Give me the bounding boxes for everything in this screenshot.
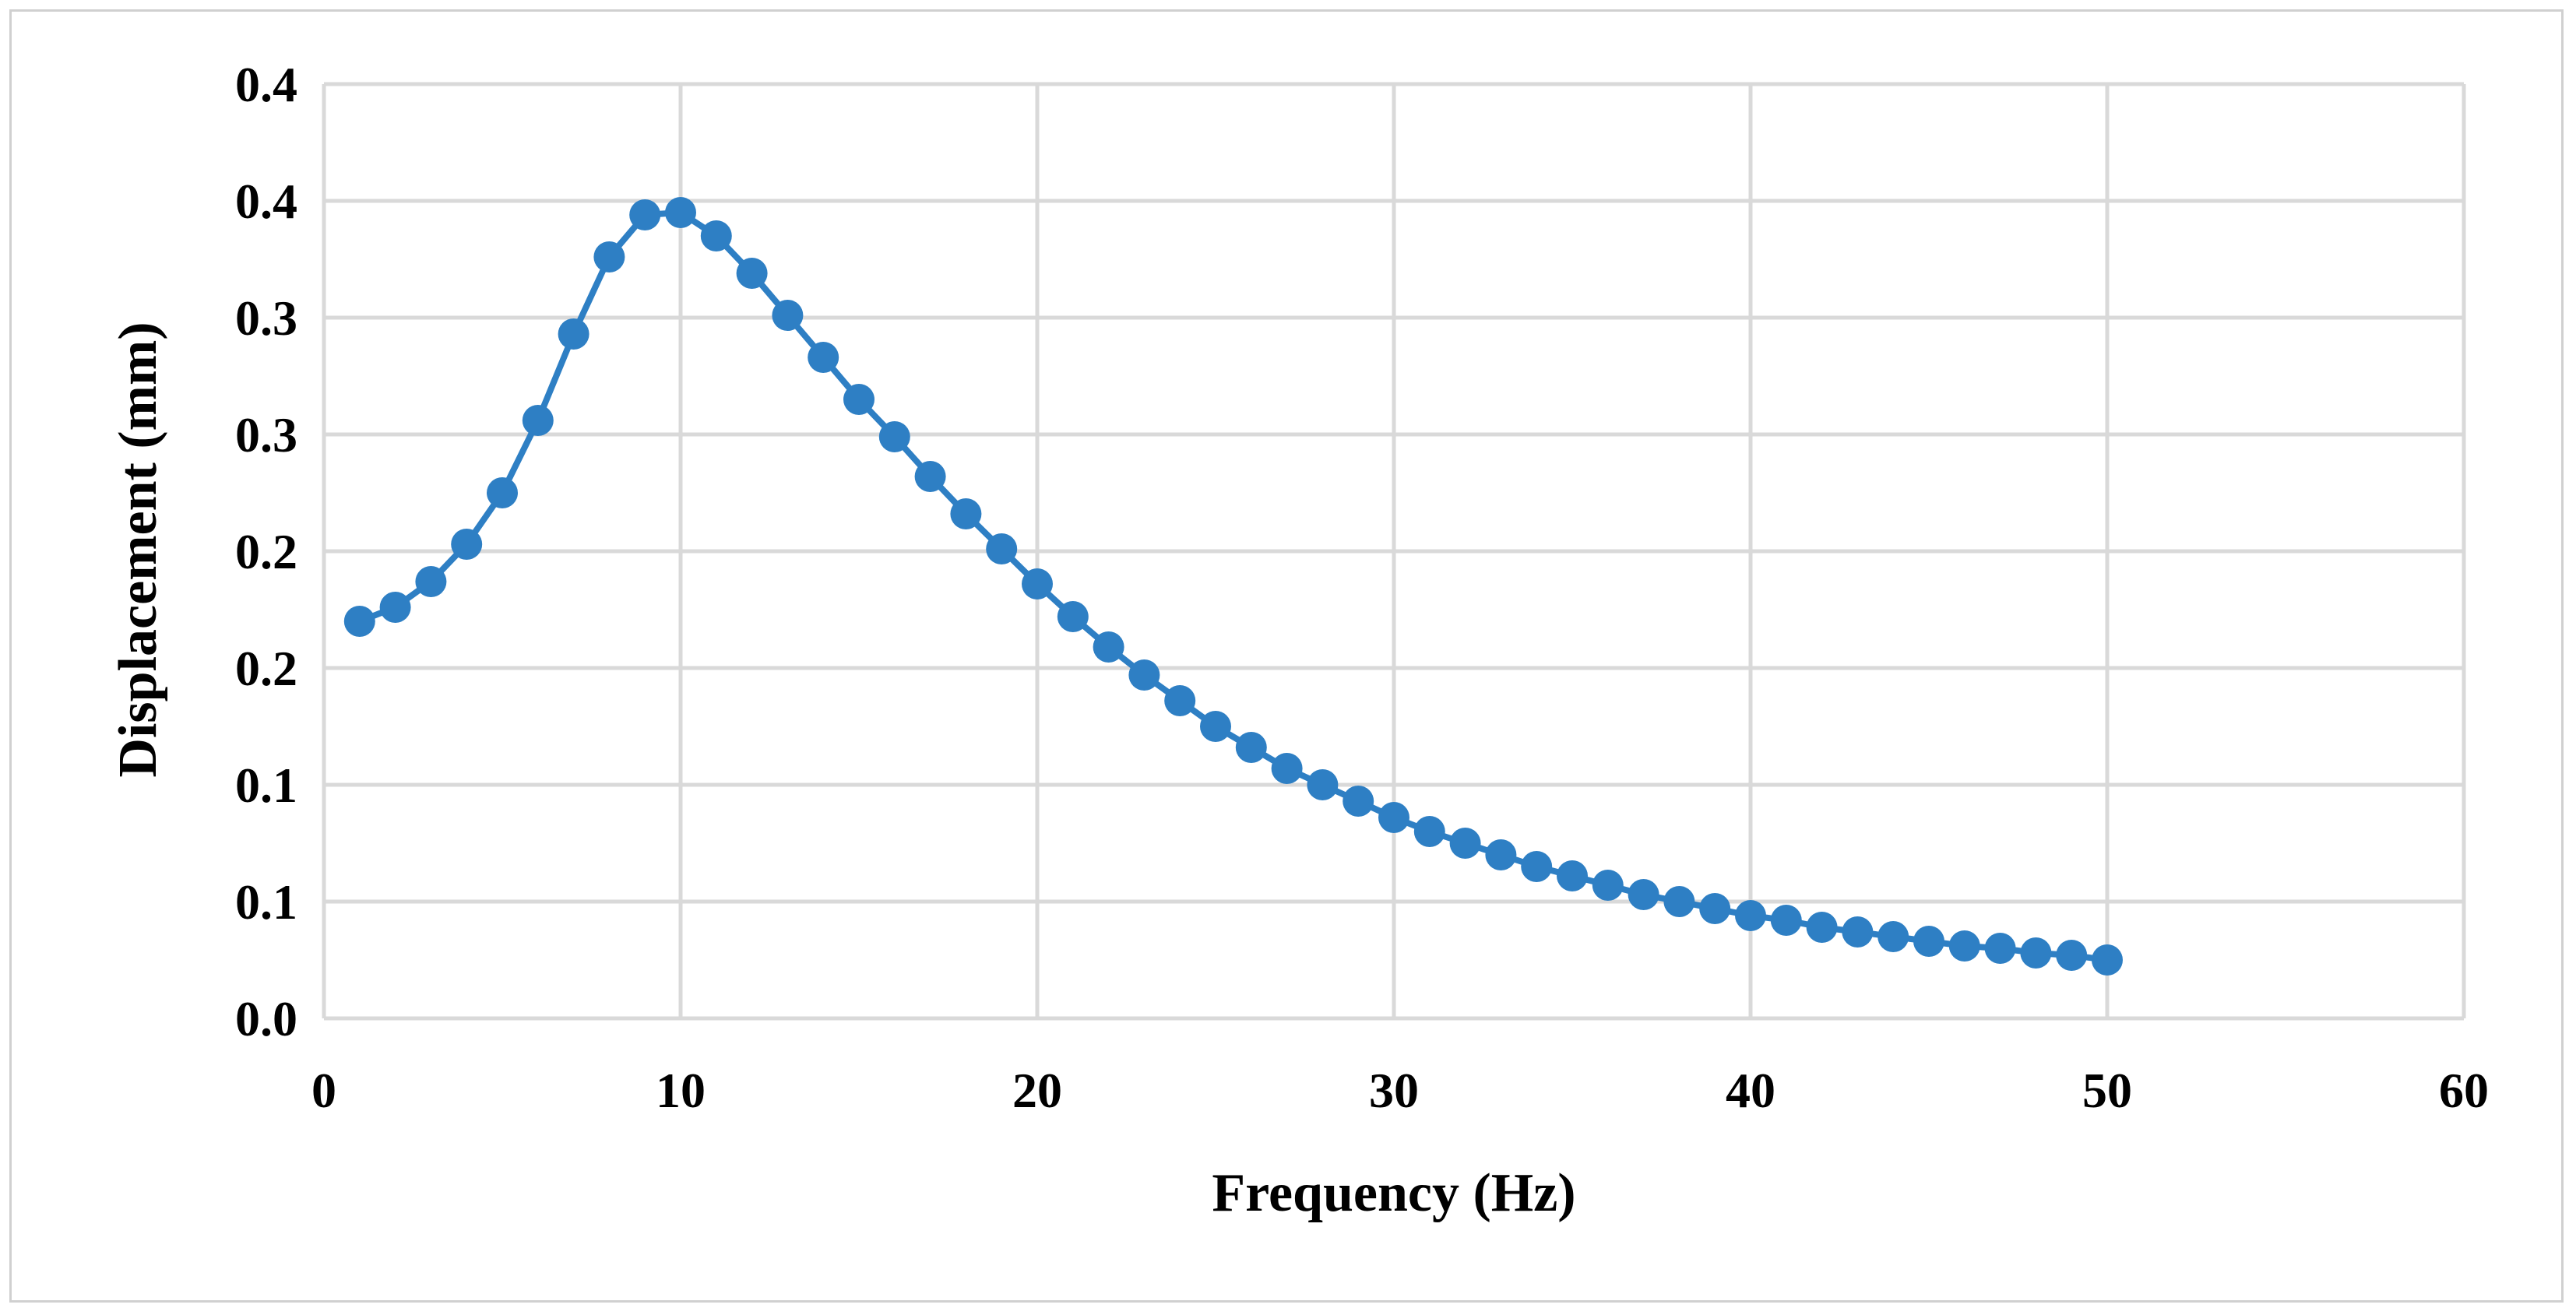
y-axis-title: Displacement (mm) — [108, 322, 168, 777]
data-point — [772, 300, 804, 331]
data-point — [1378, 802, 1409, 833]
data-point — [843, 384, 875, 415]
data-point — [914, 461, 946, 492]
x-tick-label: 40 — [1726, 1063, 1775, 1118]
data-point — [522, 405, 554, 436]
data-point — [1842, 916, 1874, 948]
data-point — [736, 258, 768, 289]
y-tick-label: 0.2 — [235, 524, 297, 579]
data-point — [629, 199, 661, 230]
data-point — [1984, 933, 2016, 964]
y-tick-label: 0.4 — [235, 174, 297, 229]
series-layer — [343, 197, 2123, 976]
data-point — [1735, 900, 1766, 931]
chart-frame — [9, 9, 2564, 1303]
data-point — [558, 318, 589, 350]
data-point — [379, 592, 411, 623]
x-axis-title: Frequency (Hz) — [1212, 1163, 1575, 1223]
x-tick-label: 30 — [1369, 1063, 1419, 1118]
data-point — [1663, 886, 1695, 917]
data-point — [343, 606, 375, 637]
series-line — [358, 209, 2108, 963]
x-tick-label: 60 — [2439, 1063, 2489, 1118]
data-point — [2056, 940, 2088, 971]
data-point — [2092, 944, 2123, 976]
data-point — [2020, 937, 2052, 969]
data-point — [1592, 870, 1624, 901]
data-point — [1557, 860, 1588, 891]
data-point — [1449, 828, 1481, 859]
x-tick-label: 50 — [2082, 1063, 2132, 1118]
data-point — [1093, 631, 1124, 663]
data-point — [1022, 568, 1053, 599]
data-point — [1806, 912, 1838, 943]
y-tick-label: 0.1 — [235, 874, 297, 930]
data-point — [665, 197, 696, 228]
data-point — [1770, 905, 1802, 936]
data-point — [950, 498, 982, 529]
y-tick-label: 0.1 — [235, 758, 297, 813]
data-point — [1200, 711, 1231, 742]
data-point — [878, 421, 910, 452]
y-tick-label: 0.2 — [235, 641, 297, 696]
data-point — [1699, 893, 1731, 924]
data-point — [415, 566, 447, 597]
data-point — [1521, 851, 1553, 882]
data-point — [593, 241, 625, 272]
data-point — [1913, 926, 1944, 957]
data-point — [808, 342, 839, 373]
data-point — [1628, 879, 1659, 910]
y-tick-label: 0.0 — [235, 991, 297, 1046]
data-point — [1485, 839, 1517, 870]
data-point — [1413, 816, 1445, 847]
y-tick-label: 0.4 — [235, 57, 297, 112]
y-tick-label: 0.3 — [235, 407, 297, 462]
data-point — [487, 477, 518, 508]
data-point — [451, 529, 483, 560]
x-tick-label: 20 — [1012, 1063, 1062, 1118]
data-point — [1877, 921, 1909, 952]
y-tick-label: 0.3 — [235, 290, 297, 346]
data-point — [1057, 601, 1089, 632]
data-point — [1271, 753, 1303, 784]
x-tick-label: 0 — [311, 1063, 336, 1118]
data-point — [1235, 732, 1267, 763]
data-point — [700, 220, 732, 251]
data-point — [1164, 685, 1196, 716]
data-point — [1948, 930, 1980, 962]
data-point — [986, 533, 1018, 564]
x-tick-label: 10 — [656, 1063, 706, 1118]
data-point — [1307, 769, 1339, 800]
data-point — [1128, 659, 1160, 691]
data-point — [1343, 786, 1374, 817]
tick-labels: 0.0 0.1 0.1 0.2 0.2 0.3 0.3 0.4 0.4 0 10 20 30 40 50 60 — [235, 57, 2489, 1118]
grid — [322, 82, 2466, 1021]
